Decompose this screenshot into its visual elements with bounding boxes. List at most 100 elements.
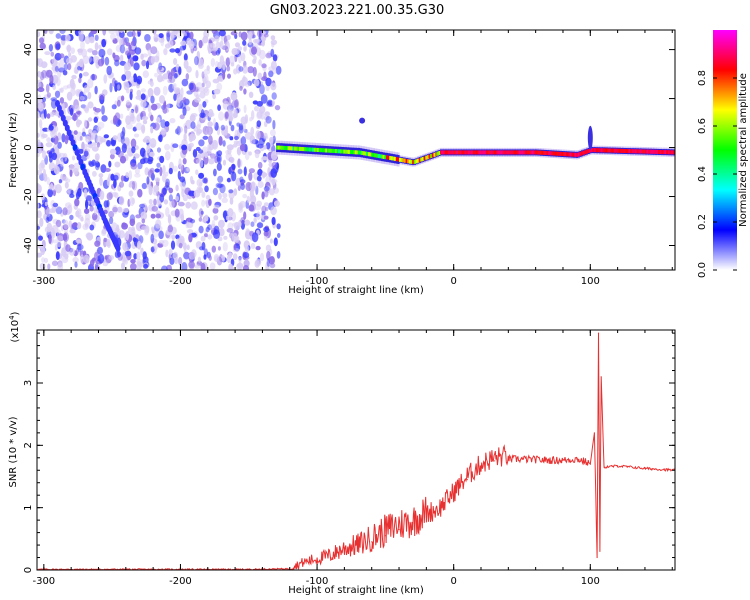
noise-speck — [98, 173, 104, 178]
noise-speck — [98, 253, 105, 264]
noise-speck — [112, 206, 118, 213]
noise-speck — [238, 46, 243, 51]
noise-speck — [51, 260, 59, 267]
signal-core — [474, 150, 477, 155]
noise-speck — [159, 155, 165, 164]
noise-speck — [109, 216, 114, 225]
noise-speck — [78, 30, 84, 35]
signal-core — [536, 150, 539, 155]
snr-data-point — [596, 556, 598, 559]
noise-speck — [261, 156, 269, 161]
noise-speck — [254, 204, 262, 211]
noise-speck — [271, 216, 276, 226]
noise-speck — [261, 191, 265, 200]
noise-speck — [218, 30, 226, 37]
noise-speck — [52, 84, 56, 91]
noise-speck — [225, 57, 231, 67]
noise-speck — [204, 151, 209, 158]
noise-speck — [94, 108, 102, 113]
noise-speck — [141, 182, 148, 190]
noise-speck — [141, 218, 146, 224]
noise-speck — [201, 199, 206, 207]
noise-speck — [256, 222, 264, 229]
noise-speck — [251, 110, 255, 120]
noise-speck — [136, 75, 143, 85]
noise-speck — [199, 112, 206, 118]
noise-speck — [103, 134, 110, 139]
signal-core — [644, 149, 648, 154]
noise-speck — [156, 147, 162, 153]
noise-speck — [226, 34, 231, 41]
noise-speck — [171, 30, 178, 38]
noise-speck — [121, 262, 125, 270]
snr-data-point — [603, 466, 605, 468]
signal-core — [551, 151, 554, 156]
noise-speck — [218, 228, 225, 237]
signal-core — [300, 147, 303, 151]
noise-speck — [110, 153, 115, 160]
signal-core — [571, 152, 574, 157]
noise-speck — [256, 109, 263, 119]
noise-speck — [179, 114, 185, 120]
noise-speck — [75, 239, 83, 244]
colorbar-tick-label: 0.6 — [697, 118, 708, 134]
noise-speck — [185, 119, 192, 130]
noise-speck — [37, 31, 41, 38]
signal-core — [372, 153, 375, 158]
noise-speck — [189, 219, 196, 224]
noise-speck — [157, 200, 162, 206]
signal-core — [549, 151, 553, 156]
noise-speck — [169, 118, 176, 124]
noise-speck — [103, 200, 109, 208]
noise-speck — [202, 135, 209, 140]
noise-speck — [93, 130, 97, 135]
noise-speck — [78, 58, 84, 68]
spectrogram-x-label: Height of straight line (km) — [288, 285, 424, 296]
noise-speck — [254, 260, 260, 268]
noise-speck — [156, 162, 161, 168]
noise-speck — [159, 193, 165, 203]
noise-speck — [263, 202, 269, 207]
signal-core — [572, 152, 575, 157]
noise-speck — [241, 76, 248, 86]
noise-speck — [271, 178, 276, 186]
noise-speck — [266, 258, 270, 267]
noise-speck — [144, 34, 151, 42]
noise-speck — [226, 228, 234, 233]
snr-x-axis: -300 -200 -100 0 100 — [32, 330, 673, 587]
noise-speck — [125, 100, 131, 106]
noise-speck — [121, 222, 128, 230]
noise-speck — [50, 148, 55, 153]
noise-speck — [73, 130, 78, 136]
noise-speck — [97, 246, 103, 255]
noise-speck — [262, 171, 266, 179]
signal-core — [412, 160, 415, 165]
snr-y-tick-label: 2 — [23, 442, 34, 448]
signal-core — [597, 148, 600, 153]
noise-speck — [73, 162, 80, 173]
spectrogram-y-tick-label: 40 — [23, 43, 34, 56]
noise-speck — [121, 143, 127, 154]
noise-speck — [38, 37, 45, 44]
noise-speck — [259, 49, 266, 60]
noise-speck — [220, 124, 226, 131]
noise-speck — [183, 32, 187, 37]
noise-speck — [208, 158, 215, 165]
noise-speck — [182, 242, 187, 250]
signal-core — [513, 150, 516, 155]
noise-speck — [179, 45, 187, 51]
snr-data-point — [576, 458, 578, 460]
noise-speck — [230, 62, 235, 67]
spectrogram-panel: -300 -200 -100 0 100 40 20 0 -20 -40 Height of s… — [8, 29, 676, 296]
signal-core — [546, 151, 549, 156]
noise-speck — [163, 199, 169, 205]
noise-speck — [150, 95, 155, 104]
noise-speck — [114, 161, 121, 168]
noise-speck — [116, 32, 120, 42]
snr-y-tick-label: 3 — [23, 380, 34, 386]
noise-speck — [158, 240, 165, 245]
noise-speck — [252, 100, 259, 105]
scale-close: ) — [10, 311, 21, 315]
noise-speck — [83, 150, 89, 157]
noise-speck — [42, 97, 46, 103]
